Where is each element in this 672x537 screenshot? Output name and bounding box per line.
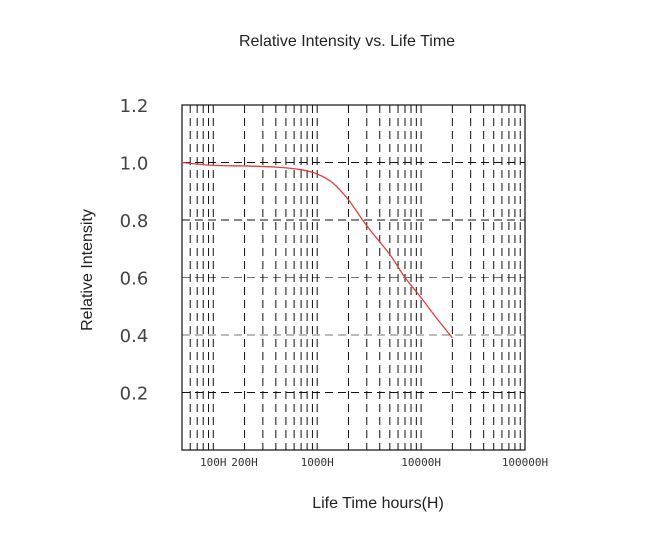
y-axis-label: Relative Intensity [79, 209, 96, 331]
x-tick-label: 200H [231, 456, 258, 469]
x-tick-label: 1000H [301, 456, 334, 469]
y-tick-label: 0.2 [120, 384, 149, 405]
grid-layer [182, 105, 525, 450]
y-tick-label: 1.0 [120, 154, 149, 175]
chart-title: Relative Intensity vs. Life Time [239, 33, 455, 50]
x-tick-label: 100H [200, 456, 227, 469]
series-layer [181, 161, 453, 339]
y-tick-label: 0.4 [120, 326, 149, 347]
plot-frame [181, 104, 526, 451]
x-tick-labels: 100H 200H 1000H 10000H 100000H [200, 456, 548, 469]
y-tick-label: 0.6 [120, 269, 149, 290]
x-tick-label: 100000H [502, 456, 548, 469]
y-tick-labels: 1.2 1.0 0.8 0.6 0.4 0.2 [120, 96, 149, 405]
y-tick-label: 0.8 [120, 211, 149, 232]
series-line [181, 161, 453, 339]
x-axis-label: Life Time hours(H) [312, 495, 444, 512]
x-tick-label: 10000H [401, 456, 441, 469]
y-tick-label: 1.2 [120, 96, 149, 117]
